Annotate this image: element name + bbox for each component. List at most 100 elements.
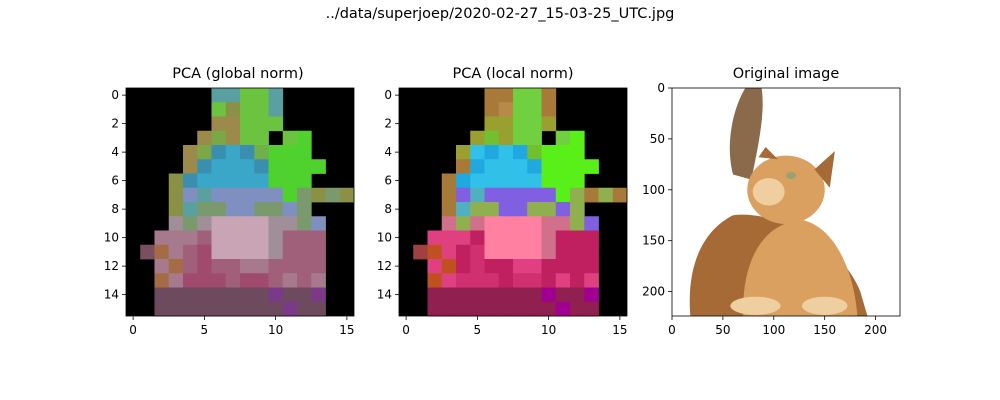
heatmap-cell bbox=[282, 230, 298, 246]
heatmap-cell bbox=[541, 145, 557, 160]
heatmap-cell bbox=[154, 301, 170, 317]
y-tick-label: 0 bbox=[111, 88, 119, 102]
heatmap-cell bbox=[211, 273, 227, 288]
heatmap-cell bbox=[498, 102, 514, 117]
x-tick-label: 0 bbox=[668, 323, 676, 337]
heatmap-cell bbox=[470, 130, 485, 146]
heatmap-cell bbox=[183, 202, 198, 217]
heatmap-cell bbox=[570, 173, 585, 189]
heatmap-cell bbox=[541, 216, 557, 231]
heatmap-cell bbox=[584, 216, 599, 231]
y-tick-label: 4 bbox=[111, 145, 119, 159]
heatmap-cell bbox=[541, 116, 557, 132]
heatmap-cell bbox=[456, 287, 471, 303]
heatmap-cell bbox=[168, 216, 184, 231]
heatmap-cell bbox=[240, 244, 255, 260]
y-tick-label: 4 bbox=[384, 145, 392, 159]
heatmap-cell bbox=[254, 301, 269, 317]
heatmap-cell bbox=[297, 230, 312, 246]
heatmap-cell bbox=[183, 273, 198, 288]
heatmap-cell bbox=[541, 159, 557, 174]
heatmap-cell bbox=[211, 159, 227, 174]
y-tick-label: 0 bbox=[384, 88, 392, 102]
heatmap-cell bbox=[498, 259, 514, 274]
y-tick-label: 14 bbox=[377, 288, 392, 302]
heatmap-cell bbox=[470, 145, 485, 160]
heatmap-cell bbox=[183, 145, 198, 160]
heatmap-cell bbox=[282, 287, 298, 303]
heatmap-cell bbox=[527, 130, 542, 146]
heatmap-cell bbox=[240, 145, 255, 160]
heatmap-cell bbox=[282, 187, 298, 203]
heatmap-cell bbox=[484, 102, 500, 117]
heatmap-cell bbox=[254, 244, 269, 260]
heatmap-cell bbox=[527, 187, 542, 203]
y-tick-label: 12 bbox=[377, 259, 392, 273]
heatmap-cell bbox=[254, 88, 269, 103]
heatmap-cell bbox=[584, 244, 599, 260]
heatmap-cell bbox=[282, 244, 298, 260]
heatmap-cell bbox=[498, 273, 514, 288]
heatmap-cell bbox=[527, 301, 542, 317]
heatmap-cell bbox=[297, 159, 312, 174]
heatmap-cell bbox=[555, 173, 571, 189]
heatmap-cell bbox=[225, 159, 241, 174]
heatmap-cell bbox=[240, 259, 255, 274]
x-tick-label: 200 bbox=[864, 323, 887, 337]
heatmap-cell bbox=[584, 259, 599, 274]
x-tick-label: 15 bbox=[339, 323, 354, 337]
heatmap-cell bbox=[197, 145, 212, 160]
heatmap-cell bbox=[498, 145, 514, 160]
y-tick-label: 8 bbox=[384, 202, 392, 216]
heatmap-cell bbox=[441, 187, 457, 203]
heatmap-cell bbox=[570, 244, 585, 260]
heatmap-cell bbox=[570, 273, 585, 288]
heatmap-cell bbox=[225, 273, 241, 288]
heatmap-cell bbox=[513, 173, 528, 189]
heatmap-cell bbox=[297, 202, 312, 217]
heatmap-cell bbox=[570, 259, 585, 274]
heatmap-cell bbox=[427, 244, 443, 260]
heatmap-cell bbox=[427, 273, 443, 288]
heatmap-cell bbox=[225, 301, 241, 317]
heatmap-cell bbox=[498, 244, 514, 260]
heatmap-cell bbox=[584, 301, 599, 317]
heatmap-cell bbox=[498, 130, 514, 146]
heatmap-cell bbox=[484, 145, 500, 160]
figure-suptitle: ../data/superjoep/2020-02-27_15-03-25_UT… bbox=[325, 6, 675, 22]
cat-chest bbox=[743, 220, 858, 316]
heatmap-cell bbox=[297, 145, 312, 160]
heatmap-cell bbox=[555, 244, 571, 260]
heatmap-cell bbox=[183, 216, 198, 231]
heatmap-cell bbox=[297, 259, 312, 274]
heatmap-cell bbox=[456, 187, 471, 203]
heatmap-cell bbox=[527, 244, 542, 260]
heatmap-cell bbox=[470, 287, 485, 303]
heatmap-cell bbox=[240, 202, 255, 217]
cat-ear-left bbox=[758, 147, 778, 160]
heatmap-cell bbox=[555, 301, 571, 317]
heatmap-cell bbox=[183, 159, 198, 174]
heatmap-cell bbox=[254, 287, 269, 303]
y-tick-label: 10 bbox=[377, 231, 392, 245]
heatmap-cell bbox=[168, 202, 184, 217]
heatmap-cell bbox=[225, 102, 241, 117]
heatmap-cell bbox=[268, 244, 284, 260]
panel-3-title: Original image bbox=[732, 66, 840, 82]
heatmap-cell bbox=[297, 173, 312, 189]
y-tick-label: 50 bbox=[650, 132, 665, 146]
original-image bbox=[672, 88, 900, 316]
heatmap-cell bbox=[282, 145, 298, 160]
heatmap-cell bbox=[484, 259, 500, 274]
heatmap-cell bbox=[268, 159, 284, 174]
heatmap-cell bbox=[498, 173, 514, 189]
heatmap-cell bbox=[282, 273, 298, 288]
heatmap-cell bbox=[527, 273, 542, 288]
heatmap-cell bbox=[240, 273, 255, 288]
heatmap-cell bbox=[541, 102, 557, 117]
heatmap-cell bbox=[513, 273, 528, 288]
heatmap-cell bbox=[240, 159, 255, 174]
heatmap-cell bbox=[541, 287, 557, 303]
axes-frame bbox=[125, 87, 355, 317]
